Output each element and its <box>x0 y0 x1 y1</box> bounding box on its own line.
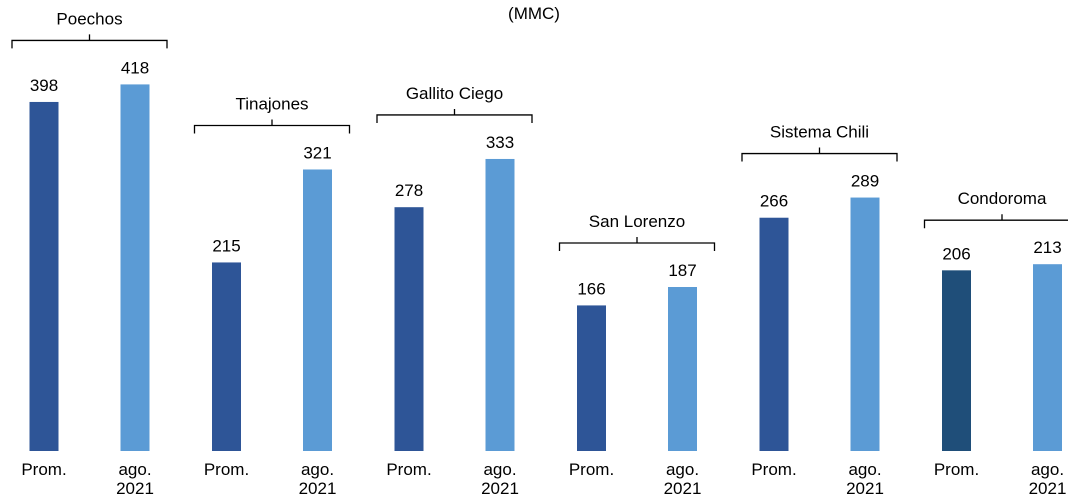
x-tick-label: 2021 <box>1029 479 1067 498</box>
group-label: San Lorenzo <box>589 212 685 231</box>
value-label: 266 <box>760 192 788 211</box>
x-tick-label: 2021 <box>846 479 884 498</box>
value-label: 333 <box>486 133 514 152</box>
bar-prom <box>577 305 606 451</box>
value-label: 166 <box>577 279 605 298</box>
x-tick-label: Prom. <box>21 460 66 479</box>
value-label: 398 <box>30 76 58 95</box>
group-label: Tinajones <box>235 94 308 113</box>
bar-prom <box>394 207 424 451</box>
group-label: Poechos <box>56 9 122 28</box>
x-tick-label: ago. <box>1031 460 1064 479</box>
value-label: 289 <box>851 172 879 191</box>
group-bracket <box>923 214 1068 229</box>
value-label: 206 <box>942 244 970 263</box>
bar-prom <box>942 270 971 451</box>
bar-ago-2021 <box>303 169 332 451</box>
bar-ago-2021 <box>485 158 515 452</box>
group-bracket <box>193 119 351 134</box>
group-label: Condoroma <box>958 189 1047 208</box>
group-bracket <box>376 108 533 123</box>
x-tick-label: ago. <box>848 460 881 479</box>
value-label: 215 <box>212 236 240 255</box>
bar-prom <box>212 262 241 451</box>
bar-prom <box>759 217 789 451</box>
group-label: Sistema Chili <box>770 123 869 142</box>
bar-ago-2021 <box>850 197 880 451</box>
x-tick-label: Prom. <box>386 460 431 479</box>
chart-subtitle: (MMC) <box>508 4 560 23</box>
bar-prom <box>29 101 59 451</box>
value-label: 278 <box>395 181 423 200</box>
value-label: 213 <box>1033 238 1061 257</box>
x-tick-label: ago. <box>666 460 699 479</box>
x-tick-label: ago. <box>301 460 334 479</box>
x-tick-label: 2021 <box>664 479 702 498</box>
value-label: 418 <box>121 58 149 77</box>
value-label: 321 <box>303 143 331 162</box>
x-tick-label: Prom. <box>751 460 796 479</box>
group-bracket <box>558 237 716 252</box>
x-tick-label: Prom. <box>934 460 979 479</box>
x-tick-label: 2021 <box>481 479 519 498</box>
x-tick-label: Prom. <box>569 460 614 479</box>
group-bracket <box>11 34 168 49</box>
bar-ago-2021 <box>1033 264 1062 451</box>
x-tick-label: Prom. <box>204 460 249 479</box>
group-bracket <box>741 147 898 162</box>
bar-ago-2021 <box>668 287 697 451</box>
bar-ago-2021 <box>120 84 150 451</box>
x-tick-label: ago. <box>118 460 151 479</box>
value-label: 187 <box>668 261 696 280</box>
x-tick-label: ago. <box>483 460 516 479</box>
group-label: Gallito Ciego <box>406 84 503 103</box>
x-tick-label: 2021 <box>116 479 154 498</box>
x-tick-label: 2021 <box>299 479 337 498</box>
